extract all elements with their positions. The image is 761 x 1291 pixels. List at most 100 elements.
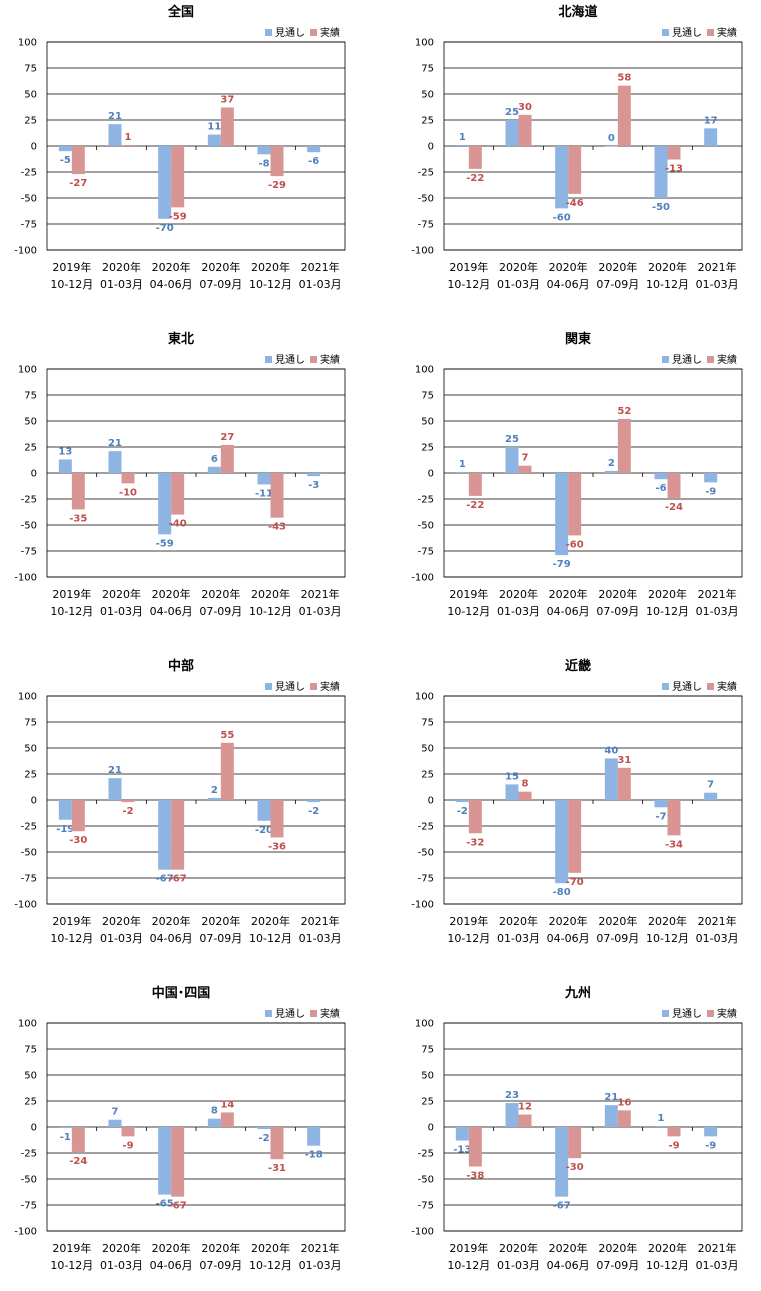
data-label-forecast: -9 — [705, 1140, 716, 1151]
legend-swatch-forecast — [265, 1010, 272, 1017]
x-category-year: 2019年 — [52, 1241, 91, 1255]
legend-swatch-forecast — [662, 29, 669, 36]
data-label-forecast: 1 — [459, 132, 466, 143]
data-label-forecast: -5 — [60, 155, 71, 166]
data-label-forecast: 6 — [211, 454, 218, 465]
y-tick-label: 100 — [18, 692, 37, 703]
bar-actual — [568, 1127, 582, 1159]
bar-actual — [468, 800, 482, 834]
bar-forecast — [505, 447, 519, 473]
data-label-actual: 52 — [617, 406, 631, 417]
data-label-forecast: -3 — [308, 480, 319, 491]
x-category-months: 10-12月 — [646, 932, 689, 945]
bar-actual — [667, 800, 681, 836]
bar-forecast — [604, 470, 618, 473]
y-tick-label: 75 — [421, 1045, 434, 1056]
legend-label-actual: 実績 — [717, 353, 737, 366]
x-category-months: 10-12月 — [646, 1259, 689, 1272]
y-tick-label: -50 — [418, 848, 434, 859]
data-label-forecast: -67 — [156, 874, 174, 885]
x-category-year: 2020年 — [251, 914, 290, 928]
x-category-year: 2020年 — [201, 914, 240, 928]
bar-actual — [468, 146, 482, 169]
bar-forecast — [207, 797, 221, 800]
x-category-months: 10-12月 — [50, 278, 93, 291]
bar-forecast — [704, 128, 718, 146]
legend-label-actual: 実績 — [320, 680, 340, 693]
y-tick-label: -75 — [21, 1201, 37, 1212]
bar-actual — [270, 146, 284, 177]
y-tick-label: -25 — [21, 495, 37, 506]
bar-actual — [518, 465, 532, 473]
y-tick-label: 50 — [421, 744, 434, 755]
legend-swatch-forecast — [265, 356, 272, 363]
y-tick-label: 0 — [31, 469, 37, 480]
legend-swatch-forecast — [662, 683, 669, 690]
y-tick-label: -75 — [418, 1201, 434, 1212]
x-category-months: 01-03月 — [299, 278, 342, 291]
bar-forecast — [108, 1119, 122, 1127]
chart-title: 近畿 — [565, 658, 591, 674]
bar-forecast — [307, 1127, 321, 1146]
chart-panel: 東北 見通し 実績 100 75 50 25 0 -25 -50 -75 -100 13 21 -59 6 -1… — [0, 327, 350, 627]
chart-title: 関東 — [565, 331, 591, 347]
y-tick-label: -25 — [418, 1149, 434, 1160]
chart-title: 中部 — [168, 658, 194, 674]
plot-frame — [46, 695, 346, 905]
data-label-forecast: -8 — [258, 158, 269, 169]
y-tick-label: -75 — [21, 547, 37, 558]
data-label-actual: -36 — [268, 841, 286, 852]
x-category-year: 2020年 — [152, 587, 191, 601]
x-category-year: 2019年 — [449, 587, 488, 601]
bar-forecast — [654, 1125, 668, 1127]
data-label-actual: -10 — [119, 487, 137, 498]
y-tick-label: -50 — [21, 521, 37, 532]
data-label-actual: 31 — [617, 755, 631, 766]
data-label-actual: -38 — [466, 1171, 484, 1182]
data-label-actual: -46 — [566, 198, 584, 209]
x-category-year: 2020年 — [102, 1241, 141, 1255]
x-category-year: 2020年 — [201, 587, 240, 601]
bar-actual — [518, 791, 532, 800]
x-category-year: 2019年 — [449, 260, 488, 274]
bar-forecast — [207, 466, 221, 473]
y-tick-label: 75 — [421, 718, 434, 729]
x-category-months: 10-12月 — [249, 932, 292, 945]
plot-frame — [46, 41, 346, 251]
bar-forecast — [58, 146, 72, 152]
y-tick-label: 75 — [24, 391, 37, 402]
y-tick-label: 25 — [421, 770, 434, 781]
y-tick-label: -100 — [411, 900, 434, 911]
y-tick-label: 0 — [31, 796, 37, 807]
x-category-months: 10-12月 — [646, 278, 689, 291]
data-label-actual: -34 — [665, 839, 683, 850]
legend-label-actual: 実績 — [320, 353, 340, 366]
bar-forecast — [207, 134, 221, 146]
legend-swatch-actual — [310, 356, 317, 363]
y-tick-label: 0 — [428, 469, 434, 480]
bar-actual — [617, 1110, 631, 1127]
bar-actual — [71, 473, 85, 510]
x-category-year: 2020年 — [102, 914, 141, 928]
data-label-forecast: 23 — [505, 1090, 519, 1101]
x-category-year: 2020年 — [648, 260, 687, 274]
data-label-forecast: 1 — [658, 1113, 665, 1124]
data-label-forecast: -18 — [305, 1150, 323, 1161]
x-category-months: 01-03月 — [100, 932, 143, 945]
chart-panel: 関東 見通し 実績 100 75 50 25 0 -25 -50 -75 -100 1 25 -79 2 -6 -… — [397, 327, 747, 627]
x-category-months: 01-03月 — [696, 1259, 739, 1272]
bar-forecast — [704, 792, 718, 800]
data-label-forecast: -13 — [453, 1145, 471, 1156]
y-tick-label: -25 — [21, 168, 37, 179]
bar-actual — [667, 473, 681, 498]
y-tick-label: -25 — [21, 822, 37, 833]
x-category-months: 01-03月 — [299, 605, 342, 618]
x-category-months: 01-03月 — [696, 278, 739, 291]
data-label-actual: -43 — [268, 522, 286, 533]
x-category-months: 04-06月 — [547, 278, 590, 291]
bar-forecast — [58, 1127, 72, 1129]
legend-label-forecast: 見通し — [275, 354, 305, 366]
